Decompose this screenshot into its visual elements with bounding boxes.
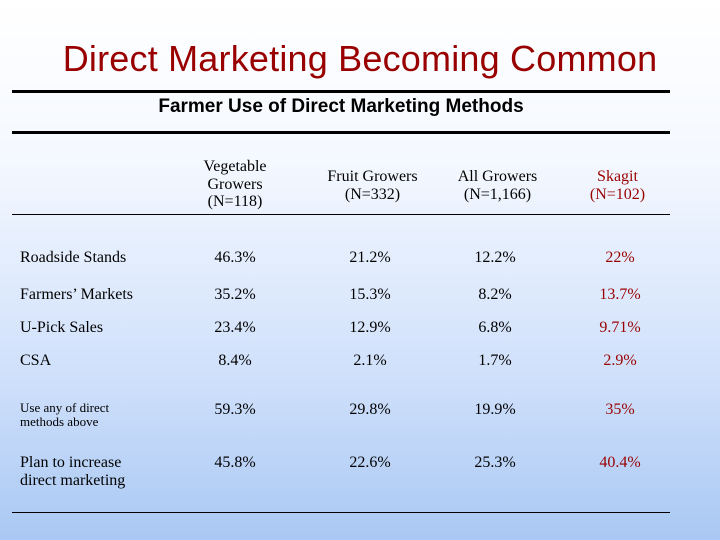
cell-skagit: 22% — [605, 249, 635, 266]
cell: 15.3% — [349, 286, 391, 303]
row-label-csa: CSA — [20, 352, 52, 369]
cell: 6.8% — [478, 319, 512, 336]
cell: 19.9% — [474, 401, 516, 418]
cell-skagit: 13.7% — [599, 286, 641, 303]
header-top-rule — [12, 131, 670, 134]
cell: 12.2% — [474, 249, 516, 266]
cell-skagit: 35% — [605, 401, 635, 418]
row-label-u-pick-sales: U-Pick Sales — [20, 319, 104, 336]
cell: 45.8% — [214, 454, 256, 471]
top-rule — [12, 90, 670, 93]
column-header-skagit: Skagit (N=102) — [589, 168, 646, 203]
cell: 59.3% — [214, 401, 256, 418]
cell: 35.2% — [214, 286, 256, 303]
cell-skagit: 9.71% — [599, 319, 641, 336]
row-label-plan-to-increase: Plan to increase direct marketing — [20, 454, 126, 489]
cell: 22.6% — [349, 454, 391, 471]
header-bottom-rule — [12, 214, 670, 215]
cell: 2.1% — [353, 352, 387, 369]
cell-skagit: 2.9% — [603, 352, 637, 369]
slide-title: Direct Marketing Becoming Common — [62, 38, 658, 79]
column-header-vegetable-growers: Vegetable Growers (N=118) — [203, 158, 267, 211]
row-label-use-any-direct-methods: Use any of direct methods above — [20, 400, 110, 430]
cell: 29.8% — [349, 401, 391, 418]
column-header-fruit-growers: Fruit Growers (N=332) — [327, 168, 418, 203]
cell: 1.7% — [478, 352, 512, 369]
row-label-farmers-markets: Farmers’ Markets — [20, 286, 133, 303]
cell: 12.9% — [349, 319, 391, 336]
cell: 46.3% — [214, 249, 256, 266]
cell: 25.3% — [474, 454, 516, 471]
column-header-all-growers: All Growers (N=1,166) — [457, 168, 538, 203]
row-label-roadside-stands: Roadside Stands — [20, 249, 127, 266]
cell-skagit: 40.4% — [599, 454, 641, 471]
cell: 8.4% — [218, 352, 252, 369]
cell: 23.4% — [214, 319, 256, 336]
table-bottom-rule — [12, 512, 670, 513]
cell: 8.2% — [478, 286, 512, 303]
cell: 21.2% — [349, 249, 391, 266]
table-title: Farmer Use of Direct Marketing Methods — [158, 96, 524, 117]
